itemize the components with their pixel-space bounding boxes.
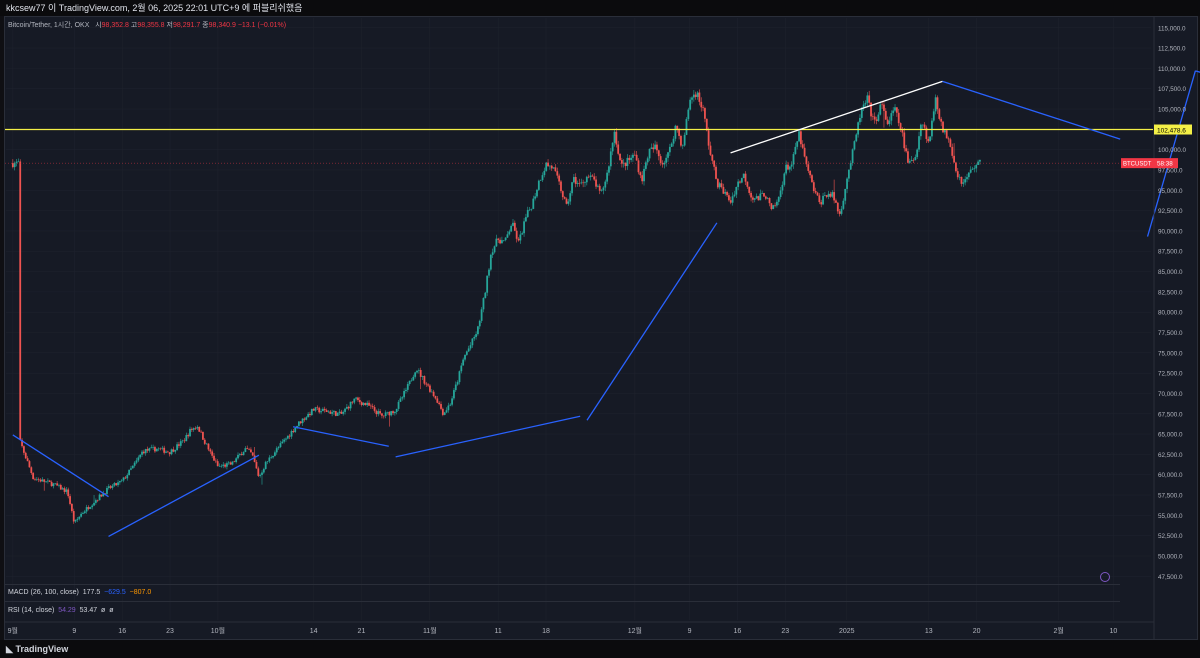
open-value: 98,352.8 [101,22,129,29]
symbol-legend: Bitcoin/Tether, 1시간, OKX 시98,352.8 고98,3… [8,20,286,30]
close-value: 98,340.9 [208,22,236,29]
rsi-legend: RSI (14, close) 54.29 53.47 ø ø [8,607,113,614]
tradingview-brand: TradingView [15,644,69,654]
change-value: −13.1 (−0.01%) [237,22,287,29]
tradingview-logo[interactable]: ◣ TradingView [6,640,68,658]
chart-frame[interactable] [4,16,1198,640]
rsi-value-4: ø [109,607,114,614]
open-label: 시 [95,22,102,29]
macd-value-1: 177.5 [82,589,101,596]
rsi-value-3: ø [101,607,106,614]
low-value: 98,291.7 [172,22,201,29]
high-label: 고 [130,22,138,29]
macd-label: MACD (26, 100, close) [8,589,79,596]
macd-legend: MACD (26, 100, close) 177.5 −629.5 −807.… [8,589,151,596]
rsi-value-1: 54.29 [58,607,76,614]
close-label: 종 [202,22,209,29]
symbol-name: Bitcoin/Tether, 1시간, OKX [8,22,90,29]
tradingview-logo-icon: ◣ [6,644,13,654]
low-label: 저 [166,22,173,29]
high-value: 98,355.8 [137,22,165,29]
footer-bar: ◣ TradingView [0,640,1200,658]
rsi-label: RSI (14, close) [8,607,55,614]
macd-value-3: −807.0 [129,589,152,596]
macd-value-2: −629.5 [104,589,126,596]
macd-pane-separator[interactable] [5,584,1120,585]
publisher-bar: kkcsew77 이 TradingView.com, 2월 06, 2025 … [0,0,1200,16]
rsi-value-2: 53.47 [79,607,98,614]
rsi-pane-separator[interactable] [5,601,1120,602]
publisher-text: kkcsew77 이 TradingView.com, 2월 06, 2025 … [6,3,303,13]
